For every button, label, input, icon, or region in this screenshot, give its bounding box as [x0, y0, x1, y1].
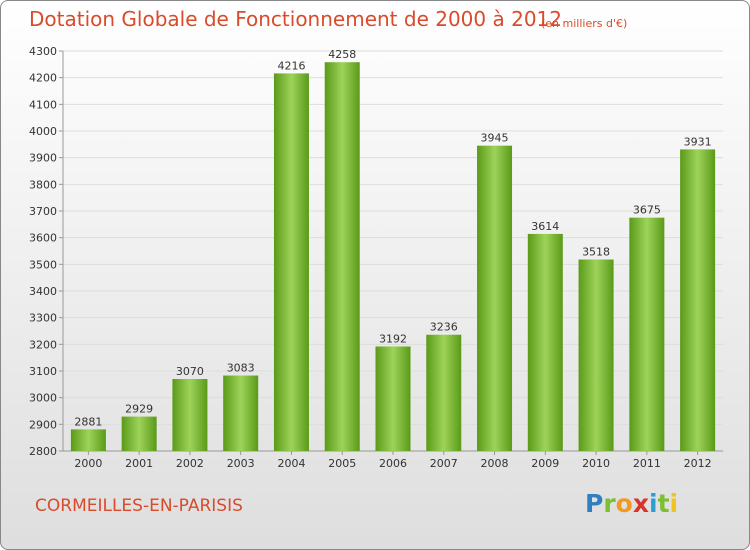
x-tick-label: 2004: [277, 457, 305, 470]
data-label: 3931: [684, 135, 712, 148]
y-tick-label: 3900: [29, 152, 57, 165]
y-tick-label: 4200: [29, 72, 57, 85]
logo-letter: P: [585, 489, 604, 518]
y-tick-label: 3800: [29, 178, 57, 191]
x-tick-label: 2005: [328, 457, 356, 470]
data-label: 3236: [430, 321, 458, 334]
bar-2008[interactable]: [477, 145, 513, 451]
data-label: 3083: [227, 362, 255, 375]
logo-letter: i: [669, 489, 679, 518]
bar-2000[interactable]: [70, 429, 106, 451]
proxiti-logo[interactable]: Proxiti: [585, 489, 678, 518]
x-tick-label: 2001: [125, 457, 153, 470]
city-name: CORMEILLES-EN-PARISIS: [35, 496, 243, 516]
logo-letter: r: [603, 489, 616, 518]
bar-2005[interactable]: [324, 62, 360, 451]
logo-letter: o: [615, 489, 633, 518]
x-tick-label: 2003: [227, 457, 255, 470]
y-tick-label: 3000: [29, 392, 57, 405]
bar-2006[interactable]: [375, 346, 411, 451]
x-tick-label: 2002: [176, 457, 204, 470]
x-tick-label: 2008: [481, 457, 509, 470]
logo-letter: x: [632, 489, 649, 518]
bar-2007[interactable]: [426, 334, 462, 451]
x-tick-label: 2010: [582, 457, 610, 470]
data-label: 3192: [379, 332, 407, 345]
chart-title: Dotation Globale de Fonctionnement de 20…: [29, 7, 562, 31]
y-tick-label: 3500: [29, 258, 57, 271]
data-label: 2929: [125, 403, 153, 416]
data-label: 3675: [633, 204, 661, 217]
bars: [70, 62, 716, 452]
y-tick-label: 2900: [29, 418, 57, 431]
unit-label: (en milliers d'€): [541, 17, 628, 30]
bar-2003[interactable]: [223, 375, 259, 451]
bar-2001[interactable]: [121, 416, 157, 451]
data-label: 3518: [582, 246, 610, 259]
bar-2011[interactable]: [629, 217, 665, 451]
bar-2010[interactable]: [578, 259, 614, 451]
logo-letter: t: [657, 489, 670, 518]
y-tick-label: 3600: [29, 232, 57, 245]
bar-2002[interactable]: [172, 379, 208, 451]
x-tick-label: 2006: [379, 457, 407, 470]
y-tick-label: 2800: [29, 445, 57, 458]
x-tick-label: 2009: [531, 457, 559, 470]
data-label: 4216: [277, 59, 305, 72]
data-label: 4258: [328, 48, 356, 61]
y-tick-label: 4300: [29, 45, 57, 58]
x-tick-label: 2007: [430, 457, 458, 470]
x-tick-label: 2000: [74, 457, 102, 470]
x-tick-label: 2011: [633, 457, 661, 470]
logo-letter: i: [649, 489, 658, 518]
data-label: 2881: [74, 415, 102, 428]
y-tick-label: 4100: [29, 98, 57, 111]
y-tick-label: 3100: [29, 365, 57, 378]
y-tick-label: 3300: [29, 312, 57, 325]
bar-2009[interactable]: [527, 233, 563, 451]
labels: 2800 2900 3000 3100 3200 3300 3400 3500 3600 3700…: [29, 45, 712, 470]
x-tick-label: 2012: [684, 457, 712, 470]
bar-2012[interactable]: [680, 149, 716, 451]
data-label: 3945: [481, 132, 509, 145]
y-tick-label: 3200: [29, 338, 57, 351]
data-label: 3614: [531, 220, 559, 233]
y-tick-label: 3700: [29, 205, 57, 218]
bar-2004[interactable]: [273, 73, 309, 452]
y-tick-label: 3400: [29, 285, 57, 298]
y-tick-label: 4000: [29, 125, 57, 138]
data-label: 3070: [176, 365, 204, 378]
